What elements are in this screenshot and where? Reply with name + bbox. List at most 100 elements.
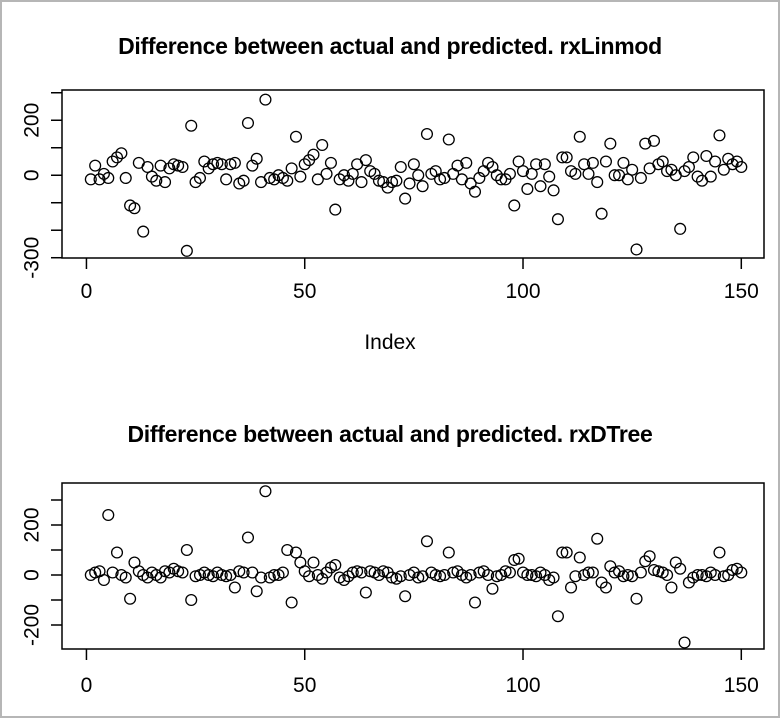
data-point — [320, 167, 333, 180]
data-point — [215, 158, 228, 171]
data-point — [154, 159, 167, 172]
data-point — [316, 138, 329, 152]
data-point — [674, 222, 687, 235]
data-point — [132, 565, 145, 578]
data-point — [294, 170, 307, 183]
plot2-title: Difference between actual and predicted.… — [127, 421, 653, 447]
data-point — [407, 158, 420, 171]
data-point — [530, 570, 543, 583]
data-point — [730, 562, 743, 575]
x-tick-label: 0 — [81, 280, 93, 303]
data-point — [661, 568, 674, 582]
data-point — [464, 568, 477, 582]
data-point — [342, 174, 355, 187]
y-tick-label: 200 — [21, 103, 44, 138]
data-point — [599, 581, 613, 594]
data-point — [687, 151, 700, 164]
panel-rxlinmod: 0 50 100 150 200 0 -300 — [21, 89, 765, 303]
data-point — [390, 174, 403, 187]
y-tick-label: 0 — [21, 169, 44, 181]
data-point — [621, 173, 634, 186]
data-point — [137, 225, 150, 238]
data-point — [97, 167, 110, 180]
data-point — [573, 551, 586, 564]
data-point — [193, 171, 207, 185]
data-point — [285, 162, 298, 175]
data-point — [538, 158, 551, 171]
data-point — [442, 133, 455, 146]
data-point — [512, 552, 525, 565]
data-point — [316, 572, 329, 585]
data-point — [482, 156, 495, 169]
x-tick-label: 100 — [505, 674, 540, 697]
data-point — [298, 158, 311, 171]
data-point — [89, 159, 102, 172]
data-point — [709, 155, 722, 168]
data-point — [700, 149, 713, 163]
data-point — [289, 130, 303, 143]
data-point — [355, 566, 368, 579]
data-point — [176, 566, 189, 579]
x-tick-label: 50 — [293, 674, 316, 697]
data-point — [268, 568, 281, 582]
data-point — [403, 177, 416, 190]
data-point — [521, 568, 534, 582]
data-point — [468, 596, 482, 609]
data-point — [460, 156, 473, 169]
data-point — [420, 535, 434, 548]
data-point — [106, 155, 119, 168]
data-point — [543, 170, 556, 183]
data-point — [285, 596, 298, 609]
y-tick-label: 0 — [21, 569, 44, 581]
plot1-title: Difference between actual and predicted.… — [118, 33, 662, 59]
data-point — [442, 546, 455, 559]
data-point — [128, 202, 141, 215]
data-point — [534, 180, 547, 193]
data-point — [303, 570, 316, 583]
data-point — [84, 173, 97, 186]
data-point — [180, 244, 193, 257]
data-point — [281, 174, 294, 187]
data-point — [564, 581, 578, 594]
data-point — [691, 170, 704, 183]
data-point — [451, 159, 464, 172]
data-point — [368, 167, 381, 180]
data-point — [647, 134, 661, 147]
data-point — [307, 148, 320, 161]
data-point — [525, 167, 538, 180]
data-point — [163, 566, 176, 579]
data-point — [599, 155, 613, 168]
data-point — [503, 566, 516, 579]
data-point — [735, 566, 748, 579]
data-point — [259, 485, 272, 498]
data-point — [110, 151, 124, 164]
data-point — [150, 174, 163, 187]
data-point — [473, 171, 486, 185]
x-tick-label: 150 — [724, 280, 759, 303]
data-point — [372, 568, 385, 582]
data-point — [119, 171, 132, 185]
data-point — [359, 154, 372, 167]
data-point — [119, 571, 132, 584]
data-point — [682, 160, 695, 174]
panel-rxdtree: 0 50 100 150 200 0 -200 — [21, 482, 765, 697]
data-point — [359, 586, 372, 599]
x-tick-label: 100 — [505, 280, 540, 303]
data-point — [639, 137, 652, 150]
data-point — [337, 573, 351, 587]
plot1-x-axis-label: Index — [364, 331, 416, 354]
data-point — [477, 565, 490, 578]
data-point — [124, 592, 137, 605]
data-point — [735, 160, 748, 174]
data-point — [582, 167, 595, 180]
data-point — [289, 546, 303, 559]
data-point — [508, 199, 521, 212]
data-point — [591, 176, 604, 189]
data-point — [678, 165, 691, 178]
data-point — [102, 171, 115, 185]
data-point — [268, 173, 281, 186]
data-point — [329, 558, 342, 572]
data-point — [691, 568, 704, 582]
x-tick-label: 150 — [724, 674, 759, 697]
